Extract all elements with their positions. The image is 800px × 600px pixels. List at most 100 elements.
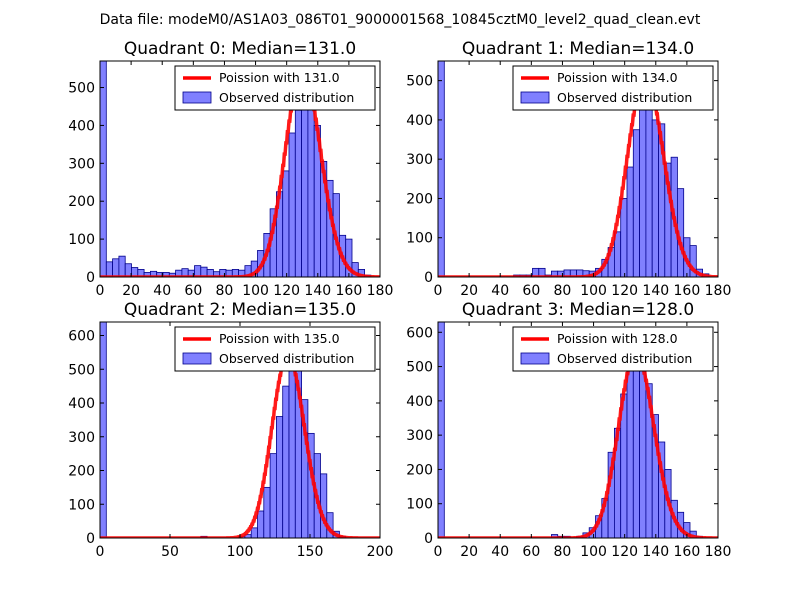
histogram-bar — [307, 90, 315, 277]
x-tick-label: 140 — [304, 283, 331, 299]
histogram-bar — [257, 510, 265, 538]
histogram-bar — [250, 527, 258, 538]
y-tick-label: 400 — [406, 113, 433, 129]
y-tick-label: 600 — [406, 325, 433, 341]
y-tick-label: 400 — [406, 394, 433, 410]
x-tick-label: 150 — [297, 544, 324, 560]
histogram-bar — [438, 322, 445, 538]
legend-fit-label: Poission with 135.0 — [219, 331, 340, 346]
x-tick-label: 160 — [674, 544, 701, 560]
axes-frame — [99, 60, 381, 278]
y-tick-label: 500 — [406, 74, 433, 90]
y-tick-label: 0 — [86, 531, 95, 547]
y-tick-label: 100 — [406, 231, 433, 247]
y-tick-label: 600 — [68, 329, 95, 345]
histogram-bar — [438, 61, 445, 277]
subplot-title: Quadrant 1: Median=134.0 — [462, 39, 694, 59]
x-tick-label: 60 — [184, 283, 202, 299]
x-tick-label: 80 — [216, 283, 234, 299]
legend-hist-swatch — [520, 352, 550, 365]
subplot-quadrant-0: Quadrant 0: Median=131.00 20 40 60 80 100 120 1… — [68, 39, 393, 299]
histogram-bar — [105, 261, 114, 277]
subplot-grid: Quadrant 0: Median=131.00 20 40 60 80 100 120 1… — [68, 39, 731, 560]
x-tick-label: 160 — [674, 283, 701, 299]
y-tick-label: 100 — [68, 232, 95, 248]
y-tick-label: 200 — [68, 464, 95, 480]
histogram-bar — [288, 355, 296, 538]
x-tick-label: 200 — [367, 544, 394, 560]
histogram-bar — [112, 258, 120, 277]
x-tick-label: 40 — [491, 544, 509, 560]
histogram-bar — [269, 453, 277, 538]
x-tick-label: 100 — [242, 283, 269, 299]
x-tick-label: 120 — [611, 544, 638, 560]
histogram-bar — [100, 322, 107, 538]
x-tick-label: 20 — [460, 283, 478, 299]
x-tick-label: 140 — [642, 283, 669, 299]
plot-area — [100, 322, 380, 538]
subplot-title: Quadrant 0: Median=131.0 — [124, 39, 356, 59]
y-tick-label: 500 — [406, 360, 433, 376]
histogram-bar — [620, 198, 628, 277]
histogram-bar — [282, 170, 290, 277]
histogram-bar — [294, 109, 302, 277]
y-tick-label: 200 — [406, 462, 433, 478]
x-tick-label: 80 — [554, 283, 572, 299]
histogram-bar — [651, 119, 659, 277]
y-tick-label: 200 — [68, 194, 95, 210]
histogram-bar — [639, 362, 647, 538]
histogram-bar — [626, 359, 634, 538]
x-tick-label: 40 — [153, 283, 171, 299]
histogram-bar — [689, 245, 697, 277]
legend-hist-label: Observed distribution — [219, 351, 354, 366]
histogram-bar — [100, 61, 107, 277]
legend-hist-swatch — [182, 91, 212, 104]
axes-frame — [437, 321, 719, 539]
x-tick-label: 0 — [96, 544, 105, 560]
figure-title: Data file: modeM0/AS1A03_086T01_90000015… — [100, 12, 701, 28]
y-tick-label: 200 — [406, 191, 433, 207]
legend: Poission with 135.0 Observed distribution — [174, 326, 376, 372]
legend-hist-label: Observed distribution — [557, 90, 692, 105]
legend: Poission with 131.0 Observed distribution — [174, 65, 376, 111]
y-tick-label: 500 — [68, 362, 95, 378]
histogram-bar — [632, 129, 640, 277]
subplot-quadrant-3: Quadrant 3: Median=128.00 20 40 60 80 100 120 1… — [406, 300, 731, 560]
x-tick-label: 140 — [642, 544, 669, 560]
y-tick-label: 100 — [68, 497, 95, 513]
legend-hist-swatch — [520, 91, 550, 104]
legend-fit-label: Poission with 131.0 — [219, 70, 340, 85]
histogram-bar — [345, 238, 353, 277]
y-tick-label: 300 — [406, 428, 433, 444]
x-tick-label: 0 — [96, 283, 105, 299]
histogram-bar — [275, 416, 284, 538]
y-tick-label: 100 — [406, 497, 433, 513]
histogram-bar — [632, 352, 640, 538]
poisson-fit-line — [100, 354, 380, 538]
y-tick-label: 400 — [68, 396, 95, 412]
histogram-bar — [124, 263, 132, 277]
y-tick-label: 300 — [68, 156, 95, 172]
legend-hist-label: Observed distribution — [557, 351, 692, 366]
x-tick-label: 0 — [434, 283, 443, 299]
x-tick-label: 0 — [434, 544, 443, 560]
histogram-bar — [320, 473, 328, 538]
y-tick-label: 0 — [424, 270, 433, 286]
x-tick-label: 80 — [554, 544, 572, 560]
legend-hist-label: Observed distribution — [219, 90, 354, 105]
histogram-bar — [626, 166, 634, 277]
legend: Poission with 134.0 Observed distribution — [512, 65, 714, 111]
y-tick-label: 300 — [406, 152, 433, 168]
x-tick-label: 20 — [122, 283, 140, 299]
y-tick-label: 500 — [68, 81, 95, 97]
x-tick-label: 120 — [611, 283, 638, 299]
y-tick-label: 300 — [68, 430, 95, 446]
x-tick-label: 120 — [273, 283, 300, 299]
y-tick-label: 0 — [424, 531, 433, 547]
legend-hist-swatch — [182, 352, 212, 365]
histogram-bar — [118, 255, 126, 277]
legend-fit-label: Poission with 134.0 — [557, 70, 678, 85]
legend-fit-label: Poission with 128.0 — [557, 331, 678, 346]
x-tick-label: 180 — [705, 544, 732, 560]
